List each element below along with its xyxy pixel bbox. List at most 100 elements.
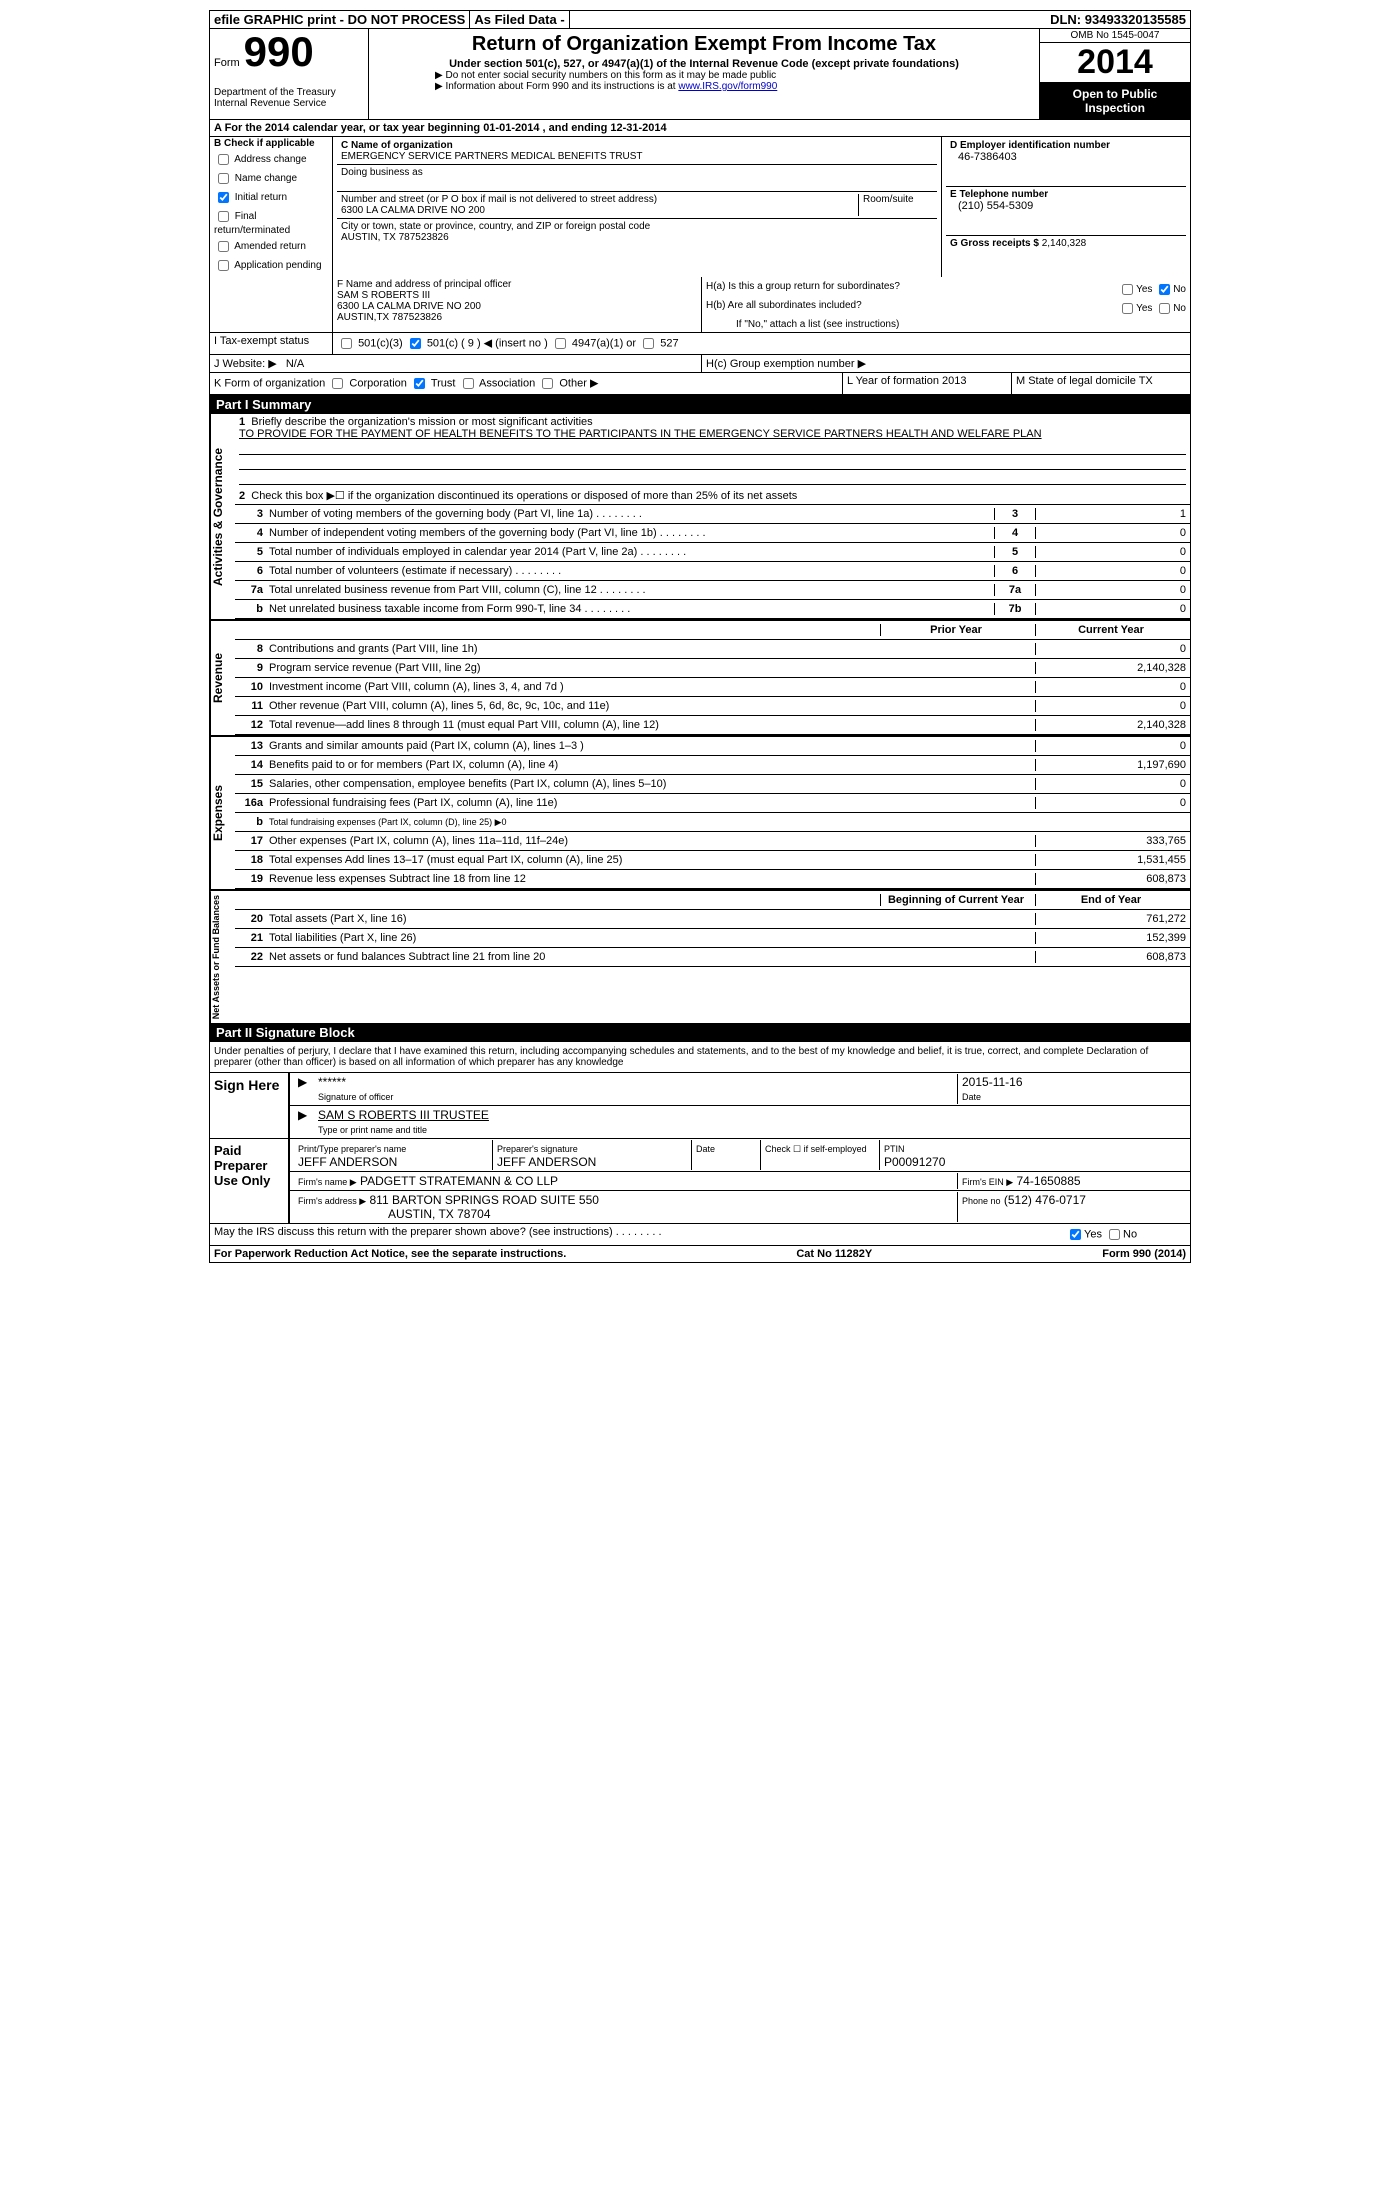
summary-row: 4 Number of independent voting members o… xyxy=(235,524,1190,543)
phone-cell: E Telephone number (210) 554-5309 xyxy=(946,187,1186,236)
gross-receipts-cell: G Gross receipts $ 2,140,328 xyxy=(946,236,1186,251)
summary-row: 16a Professional fundraising fees (Part … xyxy=(235,794,1190,813)
summary-row: 12 Total revenue—add lines 8 through 11 … xyxy=(235,716,1190,735)
h-a-yes[interactable] xyxy=(1122,284,1133,295)
check-527[interactable] xyxy=(643,338,654,349)
preparer-signature: JEFF ANDERSON xyxy=(497,1155,596,1169)
h-c-group-exemption: H(c) Group exemption number ▶ xyxy=(702,355,1190,372)
as-filed: As Filed Data - xyxy=(470,11,569,28)
form-title: Return of Organization Exempt From Incom… xyxy=(375,33,1033,56)
sign-here-row: Sign Here ▶ ****** Signature of officer … xyxy=(210,1073,1190,1139)
paperwork-notice: For Paperwork Reduction Act Notice, see … xyxy=(214,1248,566,1260)
ein-cell: D Employer identification number 46-7386… xyxy=(946,138,1186,187)
summary-row: 5 Total number of individuals employed i… xyxy=(235,543,1190,562)
part-i-header: Part I Summary xyxy=(210,395,1190,414)
check-application[interactable]: Application pending xyxy=(214,257,328,274)
head-begin-year: Beginning of Current Year xyxy=(880,894,1035,906)
discuss-question: May the IRS discuss this return with the… xyxy=(210,1224,1062,1245)
officer-name: SAM S ROBERTS III TRUSTEE xyxy=(318,1108,489,1122)
vlabel-net: Net Assets or Fund Balances xyxy=(210,891,235,1023)
phone-value: (210) 554-5309 xyxy=(950,200,1182,212)
check-name[interactable]: Name change xyxy=(214,170,328,187)
section-j-hc: J Website: ▶ N/A H(c) Group exemption nu… xyxy=(210,355,1190,373)
section-b-checkboxes: B Check if applicable Address change Nam… xyxy=(210,137,333,277)
activities-governance: Activities & Governance 1 Briefly descri… xyxy=(210,414,1190,619)
form-of-org: K Form of organization Corporation Trust… xyxy=(210,373,843,394)
revenue-section: Revenue Prior Year Current Year 8 Contri… xyxy=(210,619,1190,735)
check-address[interactable]: Address change xyxy=(214,151,328,168)
firm-name: PADGETT STRATEMANN & CO LLP xyxy=(360,1174,558,1188)
header-center: Return of Organization Exempt From Incom… xyxy=(369,29,1040,119)
dba-cell: Doing business as xyxy=(337,165,937,192)
check-501c3[interactable] xyxy=(341,338,352,349)
top-bar: efile GRAPHIC print - DO NOT PROCESS As … xyxy=(210,11,1190,29)
signature-of-officer-label: Signature of officer xyxy=(318,1092,393,1102)
section-d-e-g: D Employer identification number 46-7386… xyxy=(942,137,1190,277)
q2-discontinued: 2 Check this box ▶☐ if the organization … xyxy=(235,487,1190,505)
summary-row: 11 Other revenue (Part VIII, column (A),… xyxy=(235,697,1190,716)
firm-phone: (512) 476-0717 xyxy=(1004,1193,1086,1207)
h-b-no[interactable] xyxy=(1159,303,1170,314)
check-501c[interactable] xyxy=(410,338,421,349)
check-b-label: B Check if applicable xyxy=(214,138,328,149)
ssn-note: ▶ Do not enter social security numbers o… xyxy=(375,70,1033,81)
website-value: N/A xyxy=(286,358,304,370)
h-b-yes[interactable] xyxy=(1122,303,1133,314)
head-end-year: End of Year xyxy=(1035,894,1190,906)
summary-row: 22 Net assets or fund balances Subtract … xyxy=(235,948,1190,967)
vlabel-expenses: Expenses xyxy=(210,737,235,889)
form-990-container: efile GRAPHIC print - DO NOT PROCESS As … xyxy=(209,10,1191,1263)
form-word: Form xyxy=(214,57,240,69)
preparer-name: JEFF ANDERSON xyxy=(298,1155,397,1169)
paid-preparer-row: Paid Preparer Use Only Print/Type prepar… xyxy=(210,1139,1190,1224)
summary-row: 6 Total number of volunteers (estimate i… xyxy=(235,562,1190,581)
discuss-no[interactable] xyxy=(1109,1229,1120,1240)
summary-row: 13 Grants and similar amounts paid (Part… xyxy=(235,737,1190,756)
section-a-tax-year: A For the 2014 calendar year, or tax yea… xyxy=(210,120,1190,137)
section-h: H(a) Is this a group return for subordin… xyxy=(702,277,1190,332)
info-note: ▶ Information about Form 990 and its ins… xyxy=(375,81,1033,92)
form-header: Form 990 Department of the Treasury Inte… xyxy=(210,29,1190,120)
sign-date: 2015-11-16 xyxy=(962,1075,1023,1089)
h-note: If "No," attach a list (see instructions… xyxy=(706,319,1186,330)
expenses-section: Expenses 13 Grants and similar amounts p… xyxy=(210,735,1190,889)
gross-receipts: 2,140,328 xyxy=(1042,238,1087,249)
self-employed-check[interactable]: Check ☐ if self-employed xyxy=(765,1144,867,1154)
h-a-question: H(a) Is this a group return for subordin… xyxy=(706,281,900,298)
website-label: J Website: ▶ xyxy=(214,358,277,370)
check-corp[interactable] xyxy=(332,378,343,389)
check-initial[interactable]: Initial return xyxy=(214,189,328,206)
discuss-row: May the IRS discuss this return with the… xyxy=(210,1224,1190,1246)
summary-row: 8 Contributions and grants (Part VIII, l… xyxy=(235,640,1190,659)
perjury-statement: Under penalties of perjury, I declare th… xyxy=(210,1042,1190,1073)
org-name-cell: C Name of organization EMERGENCY SERVICE… xyxy=(337,138,937,165)
check-final[interactable]: Final return/terminated xyxy=(214,208,328,236)
form-number-990: 990 xyxy=(244,31,314,73)
head-prior-year: Prior Year xyxy=(880,624,1035,636)
summary-row: b Net unrelated business taxable income … xyxy=(235,600,1190,619)
check-trust[interactable] xyxy=(414,378,425,389)
year-formation: 2013 xyxy=(942,375,966,387)
omb-number: OMB No 1545-0047 xyxy=(1040,29,1190,43)
discuss-yes[interactable] xyxy=(1070,1229,1081,1240)
summary-row: 19 Revenue less expenses Subtract line 1… xyxy=(235,870,1190,889)
net-assets-section: Net Assets or Fund Balances Beginning of… xyxy=(210,889,1190,1023)
check-amended[interactable]: Amended return xyxy=(214,238,328,255)
state-domicile-label: M State of legal domicile xyxy=(1016,375,1136,387)
irs-link[interactable]: www.IRS.gov/form990 xyxy=(678,81,777,92)
tax-exempt-label: I Tax-exempt status xyxy=(210,333,333,354)
state-domicile: TX xyxy=(1139,375,1153,387)
summary-row: b Total fundraising expenses (Part IX, c… xyxy=(235,813,1190,832)
check-assoc[interactable] xyxy=(463,378,474,389)
city-cell: City or town, state or province, country… xyxy=(337,219,937,245)
ptin-value: P00091270 xyxy=(884,1155,945,1169)
h-a-no[interactable] xyxy=(1159,284,1170,295)
summary-row: 7a Total unrelated business revenue from… xyxy=(235,581,1190,600)
mission-text: TO PROVIDE FOR THE PAYMENT OF HEALTH BEN… xyxy=(239,428,1042,440)
paid-preparer-label: Paid Preparer Use Only xyxy=(210,1139,290,1223)
firm-ein: 74-1650885 xyxy=(1016,1174,1080,1188)
head-current-year: Current Year xyxy=(1035,624,1190,636)
check-other[interactable] xyxy=(542,378,553,389)
street-address: 6300 LA CALMA DRIVE NO 200 xyxy=(341,205,858,216)
check-4947[interactable] xyxy=(555,338,566,349)
